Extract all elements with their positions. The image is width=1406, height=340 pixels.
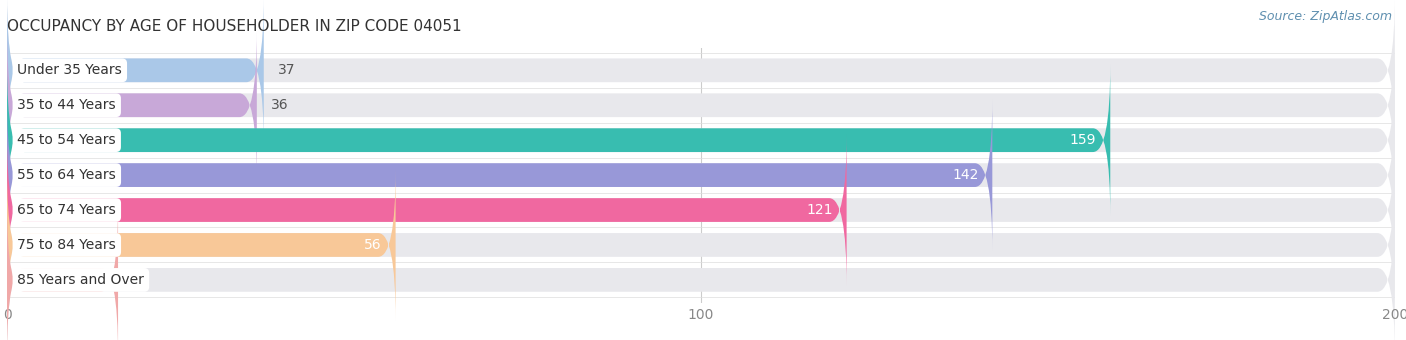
Text: 36: 36: [271, 98, 288, 112]
Text: 85 Years and Over: 85 Years and Over: [17, 273, 145, 287]
FancyBboxPatch shape: [7, 30, 257, 181]
FancyBboxPatch shape: [7, 100, 1395, 251]
FancyBboxPatch shape: [7, 30, 1395, 181]
FancyBboxPatch shape: [7, 170, 1395, 320]
FancyBboxPatch shape: [7, 170, 395, 320]
FancyBboxPatch shape: [7, 204, 118, 340]
FancyBboxPatch shape: [7, 0, 264, 146]
FancyBboxPatch shape: [7, 135, 846, 286]
FancyBboxPatch shape: [7, 204, 1395, 340]
Text: 45 to 54 Years: 45 to 54 Years: [17, 133, 117, 147]
Text: 142: 142: [952, 168, 979, 182]
Text: 37: 37: [277, 63, 295, 77]
Text: Under 35 Years: Under 35 Years: [17, 63, 122, 77]
FancyBboxPatch shape: [7, 65, 1111, 216]
Text: 56: 56: [364, 238, 381, 252]
Text: 65 to 74 Years: 65 to 74 Years: [17, 203, 117, 217]
FancyBboxPatch shape: [7, 65, 1395, 216]
Text: 75 to 84 Years: 75 to 84 Years: [17, 238, 117, 252]
Text: 159: 159: [1070, 133, 1097, 147]
FancyBboxPatch shape: [7, 135, 1395, 286]
Text: Source: ZipAtlas.com: Source: ZipAtlas.com: [1258, 10, 1392, 23]
Text: 16: 16: [132, 273, 149, 287]
Text: OCCUPANCY BY AGE OF HOUSEHOLDER IN ZIP CODE 04051: OCCUPANCY BY AGE OF HOUSEHOLDER IN ZIP C…: [7, 19, 461, 34]
FancyBboxPatch shape: [7, 100, 993, 251]
FancyBboxPatch shape: [7, 0, 1395, 146]
Text: 55 to 64 Years: 55 to 64 Years: [17, 168, 117, 182]
Text: 121: 121: [806, 203, 832, 217]
Text: 35 to 44 Years: 35 to 44 Years: [17, 98, 117, 112]
